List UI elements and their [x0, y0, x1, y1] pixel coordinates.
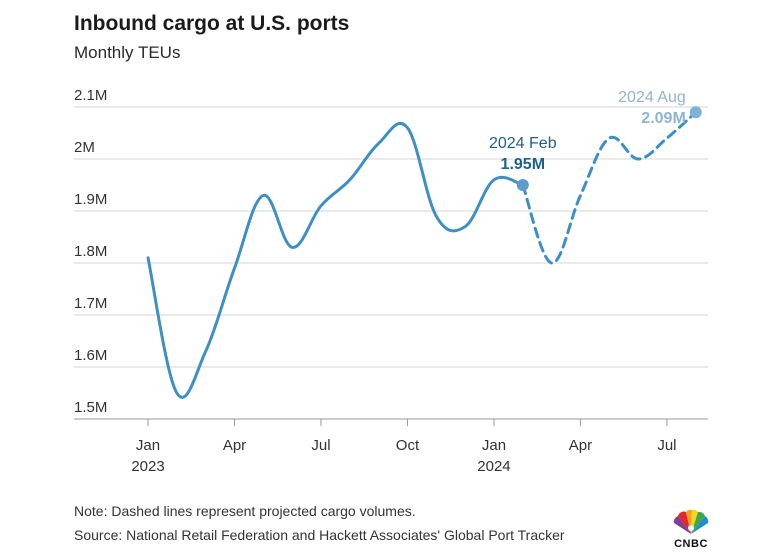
- x-tick-label: Jan: [136, 437, 160, 454]
- annotation-point: [689, 106, 702, 119]
- chart-title: Inbound cargo at U.S. ports: [74, 12, 350, 35]
- annotation-point: [516, 179, 529, 191]
- peacock-icon: [673, 509, 709, 534]
- annotation-value-label: 1.95M: [501, 156, 545, 173]
- annotation-date-label: 2024 Feb: [489, 135, 557, 152]
- x-tick-year-label: 2024: [477, 458, 510, 475]
- x-axis-ticks: Jan 2023 Apr Jul Oct Jan 2024 Apr Jul: [131, 419, 677, 475]
- cnbc-logo: CNBC: [668, 508, 714, 552]
- x-tick-label: Oct: [396, 437, 420, 454]
- line-chart: 1.5M 1.6M 1.7M 1.8M 1.9M 2M 2.1M Jan 2023 Apr Jul…: [74, 87, 708, 475]
- x-tick-label: Apr: [569, 437, 592, 454]
- series-lines: [146, 110, 698, 399]
- y-tick-label: 2.1M: [74, 87, 107, 104]
- x-tick-label: Apr: [223, 437, 246, 454]
- footnote: Note: Dashed lines represent projected c…: [74, 503, 416, 519]
- x-tick-label: Jul: [311, 437, 330, 454]
- y-tick-label: 1.7M: [74, 295, 107, 312]
- projected-series-line: [521, 110, 698, 265]
- annotation-value-label: 2.09M: [641, 110, 685, 127]
- source-line: Source: National Retail Federation and H…: [74, 527, 565, 543]
- y-tick-label: 1.9M: [74, 191, 107, 208]
- annotations: 2024 Feb 1.95M 2024 Aug 2.09M: [489, 89, 702, 191]
- x-tick-year-label: 2023: [131, 458, 164, 475]
- annotation-date-label: 2024 Aug: [618, 89, 686, 106]
- cnbc-wordmark: CNBC: [674, 538, 708, 550]
- actual-series-line: [146, 121, 525, 399]
- x-tick-label: Jul: [657, 437, 676, 454]
- x-tick-label: Jan: [482, 437, 506, 454]
- y-tick-label: 1.8M: [74, 243, 107, 260]
- chart-subtitle: Monthly TEUs: [74, 43, 181, 62]
- gridlines: [74, 106, 708, 420]
- y-tick-label: 1.5M: [74, 399, 107, 416]
- y-tick-label: 1.6M: [74, 347, 107, 364]
- y-axis-ticks: 1.5M 1.6M 1.7M 1.8M 1.9M 2M 2.1M: [74, 87, 107, 416]
- y-tick-label: 2M: [74, 139, 95, 156]
